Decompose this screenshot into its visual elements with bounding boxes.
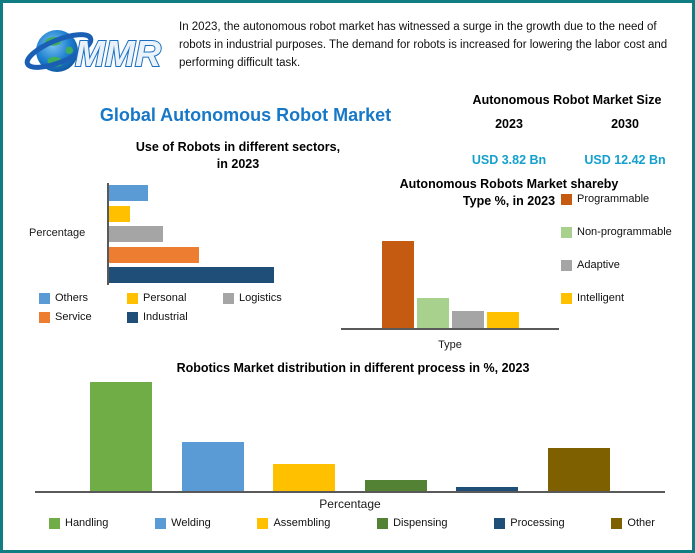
type-chart-xlabel: Type — [438, 339, 462, 351]
type-chart-plot — [341, 233, 559, 330]
legend-swatch-logistics — [223, 292, 234, 304]
bar-logistics — [109, 226, 163, 242]
bar-dispensing — [364, 480, 427, 491]
legend-item-non-programmable: Non-programmable — [561, 226, 672, 238]
market-size-year-2030: 2030 — [611, 117, 639, 131]
market-size-value-2023: USD 3.82 Bn — [471, 153, 547, 167]
process-chart-title: Robotics Market distribution in differen… — [83, 360, 623, 377]
legend-swatch-other — [611, 517, 623, 529]
market-size-title: Autonomous Robot Market Size — [472, 93, 662, 107]
legend-item-dispensing: Dispensing — [377, 517, 448, 529]
bar-welding — [181, 442, 244, 491]
logo-text: MMR — [75, 33, 161, 74]
market-size-panel: Autonomous Robot Market Size 2023 2030 U… — [451, 93, 683, 167]
bar-programmable — [381, 240, 414, 328]
mmr-logo-graphic: MMR — [24, 30, 162, 75]
bar-processing — [456, 486, 519, 491]
legend-swatch-service — [39, 311, 50, 323]
legend-item-logistics: Logistics — [223, 292, 309, 304]
legend-label-processing: Processing — [510, 517, 565, 529]
process-chart-xlabel: Percentage — [319, 497, 381, 511]
legend-label-service: Service — [55, 311, 92, 323]
legend-label-industrial: Industrial — [143, 311, 188, 323]
legend-item-intelligent: Intelligent — [561, 292, 672, 304]
sector-chart-plot — [107, 183, 289, 285]
process-chart-legend: Handling Welding Assembling Dispensing Proce… — [49, 517, 655, 529]
legend-swatch-personal — [127, 292, 138, 304]
legend-item-personal: Personal — [127, 292, 223, 304]
bar-non-programmable — [416, 297, 449, 328]
legend-label-dispensing: Dispensing — [393, 517, 448, 529]
process-chart-plot — [35, 377, 665, 493]
legend-item-assembling: Assembling — [257, 517, 330, 529]
market-size-values: USD 3.82 Bn USD 12.42 Bn — [451, 153, 683, 167]
bar-others — [109, 185, 148, 201]
intro-text: In 2023, the autonomous robot market has… — [179, 21, 668, 69]
legend-item-programmable: Programmable — [561, 193, 672, 205]
legend-label-others: Others — [55, 292, 89, 304]
bar-intelligent — [486, 312, 519, 328]
sector-chart-title-line1: Use of Robots in different sectors, — [135, 140, 341, 154]
bar-service — [109, 246, 199, 263]
page-title: Global Autonomous Robot Market — [99, 105, 392, 125]
legend-item-service: Service — [39, 311, 127, 323]
legend-label-handling: Handling — [65, 517, 109, 529]
legend-item-welding: Welding — [155, 517, 211, 529]
bar-handling — [90, 382, 152, 491]
sector-chart-legend: Others Personal Logistics Service Industrial — [39, 292, 309, 323]
market-size-value-2030: USD 12.42 Bn — [584, 153, 666, 167]
legend-swatch-assembling — [257, 517, 269, 529]
legend-swatch-non-programmable — [561, 226, 572, 238]
legend-swatch-dispensing — [377, 517, 389, 529]
bar-industrial — [109, 267, 274, 283]
legend-item-other: Other — [611, 517, 655, 529]
legend-swatch-others — [39, 292, 50, 304]
legend-swatch-intelligent — [561, 292, 572, 304]
legend-label-welding: Welding — [171, 517, 211, 529]
market-size-year-2023: 2023 — [495, 117, 523, 131]
legend-swatch-programmable — [561, 193, 572, 205]
type-chart-title-line2: Type %, in 2023 — [462, 193, 556, 208]
bar-other — [547, 447, 610, 491]
type-chart-legend: Programmable Non-programmable Adaptive Inte… — [561, 193, 672, 304]
legend-item-others: Others — [39, 292, 127, 304]
bar-adaptive — [451, 310, 484, 328]
type-chart-title: Autonomous Robots Market shareby Type %,… — [363, 176, 655, 210]
legend-swatch-welding — [155, 517, 167, 529]
legend-item-processing: Processing — [494, 517, 565, 529]
type-chart-title-line1: Autonomous Robots Market shareby — [399, 177, 619, 191]
legend-item-adaptive: Adaptive — [561, 259, 672, 271]
legend-swatch-industrial — [127, 311, 138, 323]
sector-chart-ylabel: Percentage — [29, 227, 86, 239]
bar-assembling — [273, 463, 336, 491]
bar-personal — [109, 205, 130, 222]
legend-swatch-handling — [49, 517, 60, 529]
legend-label-logistics: Logistics — [239, 292, 282, 304]
logo-swoosh — [24, 32, 94, 70]
legend-item-handling: Handling — [49, 517, 108, 529]
sector-chart-title: Use of Robots in different sectors, in 2… — [93, 139, 383, 173]
mmr-logo: MMR — [23, 13, 178, 91]
legend-label-intelligent: Intelligent — [577, 292, 625, 304]
legend-label-other: Other — [627, 517, 655, 529]
legend-swatch-adaptive — [561, 259, 572, 271]
legend-item-industrial: Industrial — [127, 311, 223, 323]
legend-label-personal: Personal — [143, 292, 187, 304]
legend-label-programmable: Programmable — [577, 193, 650, 205]
process-chart-title-line1: Robotics Market distribution in differen… — [176, 361, 530, 375]
legend-label-non-programmable: Non-programmable — [577, 226, 672, 238]
legend-swatch-processing — [494, 517, 506, 529]
market-size-years: 2023 2030 — [451, 117, 683, 131]
sector-chart-title-line2: in 2023 — [216, 156, 260, 171]
legend-label-assembling: Assembling — [273, 517, 331, 529]
legend-label-adaptive: Adaptive — [577, 259, 620, 271]
